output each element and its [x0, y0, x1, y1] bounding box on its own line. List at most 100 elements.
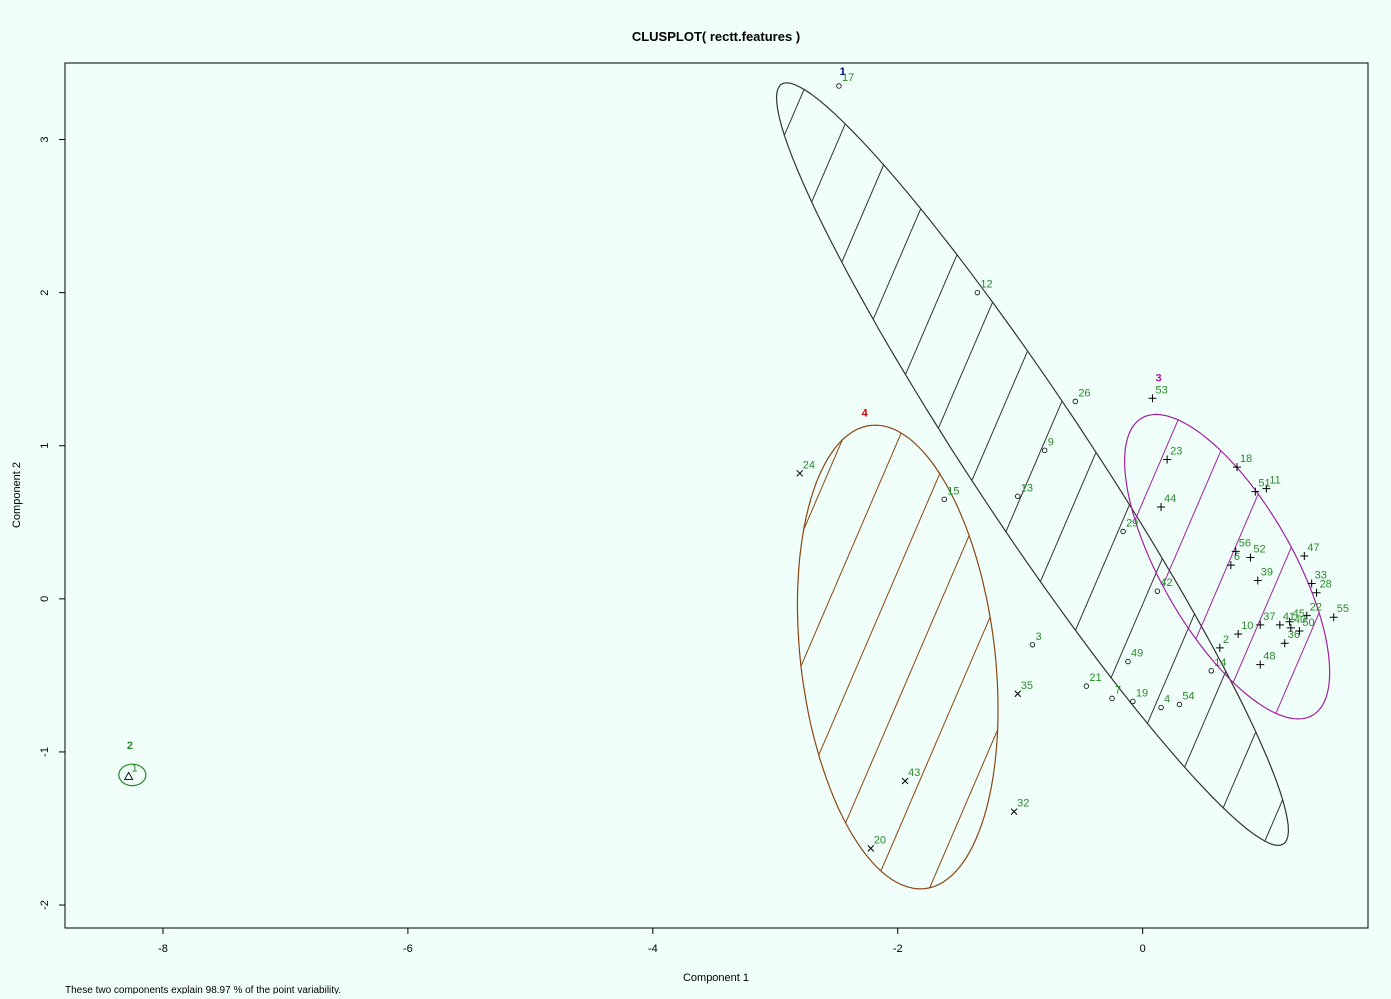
point-marker-circle	[1176, 701, 1183, 708]
point-label: 43	[908, 767, 920, 779]
data-point: 45	[1285, 608, 1305, 626]
point-marker-cross	[901, 777, 909, 785]
x-tick-label: -4	[648, 943, 658, 955]
data-point: 49	[1125, 648, 1143, 665]
cluster-shade-line	[797, 425, 920, 889]
point-label: 47	[1307, 542, 1319, 554]
point-label: 51	[1258, 478, 1270, 490]
data-point: 39	[1253, 566, 1273, 585]
cluster-shade-line	[776, 82, 787, 846]
point-marker-cross	[867, 845, 875, 852]
cluster-shade-line	[880, 425, 998, 889]
data-point: 47	[1300, 542, 1320, 560]
data-point: 35	[1014, 680, 1033, 698]
data-point: 52	[1246, 544, 1266, 562]
cluster-shade-line	[425, 0, 855, 994]
point-label: 50	[1302, 617, 1314, 629]
data-point: 48	[1256, 651, 1275, 669]
point-marker-plus	[1280, 639, 1289, 648]
point-marker-plus	[1262, 484, 1271, 493]
point-marker-plus	[1312, 588, 1321, 597]
cluster-shade-line	[1140, 82, 1289, 846]
data-point: 3	[1029, 631, 1042, 648]
point-label: 55	[1337, 603, 1349, 615]
cluster-shade-line	[1124, 414, 1136, 719]
cluster-shade-line	[77, 0, 507, 994]
data-point: 50	[1295, 617, 1315, 635]
point-marker-circle	[836, 83, 842, 89]
point-marker-plus	[1226, 561, 1235, 570]
data-point: 1	[123, 762, 138, 780]
cluster-shade-line	[936, 425, 998, 889]
cluster-ellipse-1	[775, 82, 1290, 847]
point-marker-circle	[1109, 695, 1115, 702]
point-marker-circle	[1130, 698, 1136, 705]
point-label: 49	[1131, 648, 1143, 660]
point-label: 22	[1310, 602, 1322, 614]
point-label: 36	[1288, 629, 1300, 641]
data-point: 41	[1275, 611, 1295, 629]
point-marker-cross	[1010, 808, 1018, 815]
point-label: 54	[1182, 690, 1194, 702]
point-label: 13	[1021, 482, 1033, 494]
data-point: 13	[1015, 482, 1033, 499]
cluster-shade-line	[776, 82, 1123, 846]
point-label: 52	[1253, 544, 1265, 556]
point-label: 48	[1263, 651, 1275, 663]
point-marker-plus	[1251, 487, 1260, 496]
point-label: 17	[842, 72, 854, 84]
cluster-shade-line	[824, 425, 998, 889]
data-point: 19	[1130, 687, 1148, 705]
point-marker-triangle	[123, 771, 134, 780]
cluster-ellipse-2	[118, 763, 147, 787]
data-point: 42	[1154, 577, 1173, 594]
cluster-label-1: 1	[840, 66, 846, 78]
cluster-shade-line	[1124, 414, 1330, 719]
point-marker-plus	[1300, 551, 1309, 560]
data-point: 2	[1215, 634, 1229, 652]
plot-frame	[64, 62, 1369, 929]
cluster-shade-line	[1377, 0, 1391, 994]
cluster-shade-line	[797, 425, 998, 889]
point-label: 37	[1263, 611, 1275, 623]
y-axis-label: Component 2	[11, 462, 23, 528]
point-marker-plus	[1256, 660, 1265, 669]
point-label: 15	[947, 485, 959, 497]
point-label: 53	[1155, 384, 1167, 396]
point-marker-plus	[1302, 611, 1311, 620]
point-label: 40	[1294, 614, 1306, 626]
point-marker-plus	[1307, 579, 1316, 588]
point-marker-circle	[1125, 658, 1131, 665]
point-marker-circle	[1083, 683, 1090, 689]
cluster-shade-line	[321, 0, 751, 994]
point-marker-circle	[1041, 447, 1048, 454]
data-point: 11	[1262, 475, 1281, 493]
data-point: 26	[1072, 387, 1091, 405]
cluster-label-3: 3	[1156, 372, 1162, 384]
point-label: 24	[803, 459, 815, 471]
cluster-shade-line	[1084, 82, 1289, 846]
point-label: 11	[1269, 475, 1280, 487]
point-marker-plus	[1234, 630, 1243, 639]
point-marker-cross	[796, 469, 804, 477]
cluster-shade-line	[797, 425, 864, 889]
cluster-shade-line	[209, 0, 639, 994]
cluster-shade-line	[776, 82, 1179, 846]
point-label: 39	[1261, 566, 1273, 578]
cluster-shade-line	[1264, 414, 1330, 719]
cluster-shade-line	[776, 82, 1011, 846]
y-tick-label: -2	[39, 900, 51, 910]
cluster-shade-line	[860, 82, 1289, 846]
cluster-shade-line	[1028, 82, 1289, 846]
cluster-shade-line	[97, 0, 527, 994]
point-marker-plus	[1157, 502, 1166, 511]
cluster-shade-line	[1124, 414, 1192, 719]
cluster-shade-line	[133, 0, 563, 994]
cluster-shade-line	[1124, 414, 1330, 719]
x-tick-label: -8	[158, 943, 168, 955]
point-label: 28	[1320, 579, 1332, 591]
